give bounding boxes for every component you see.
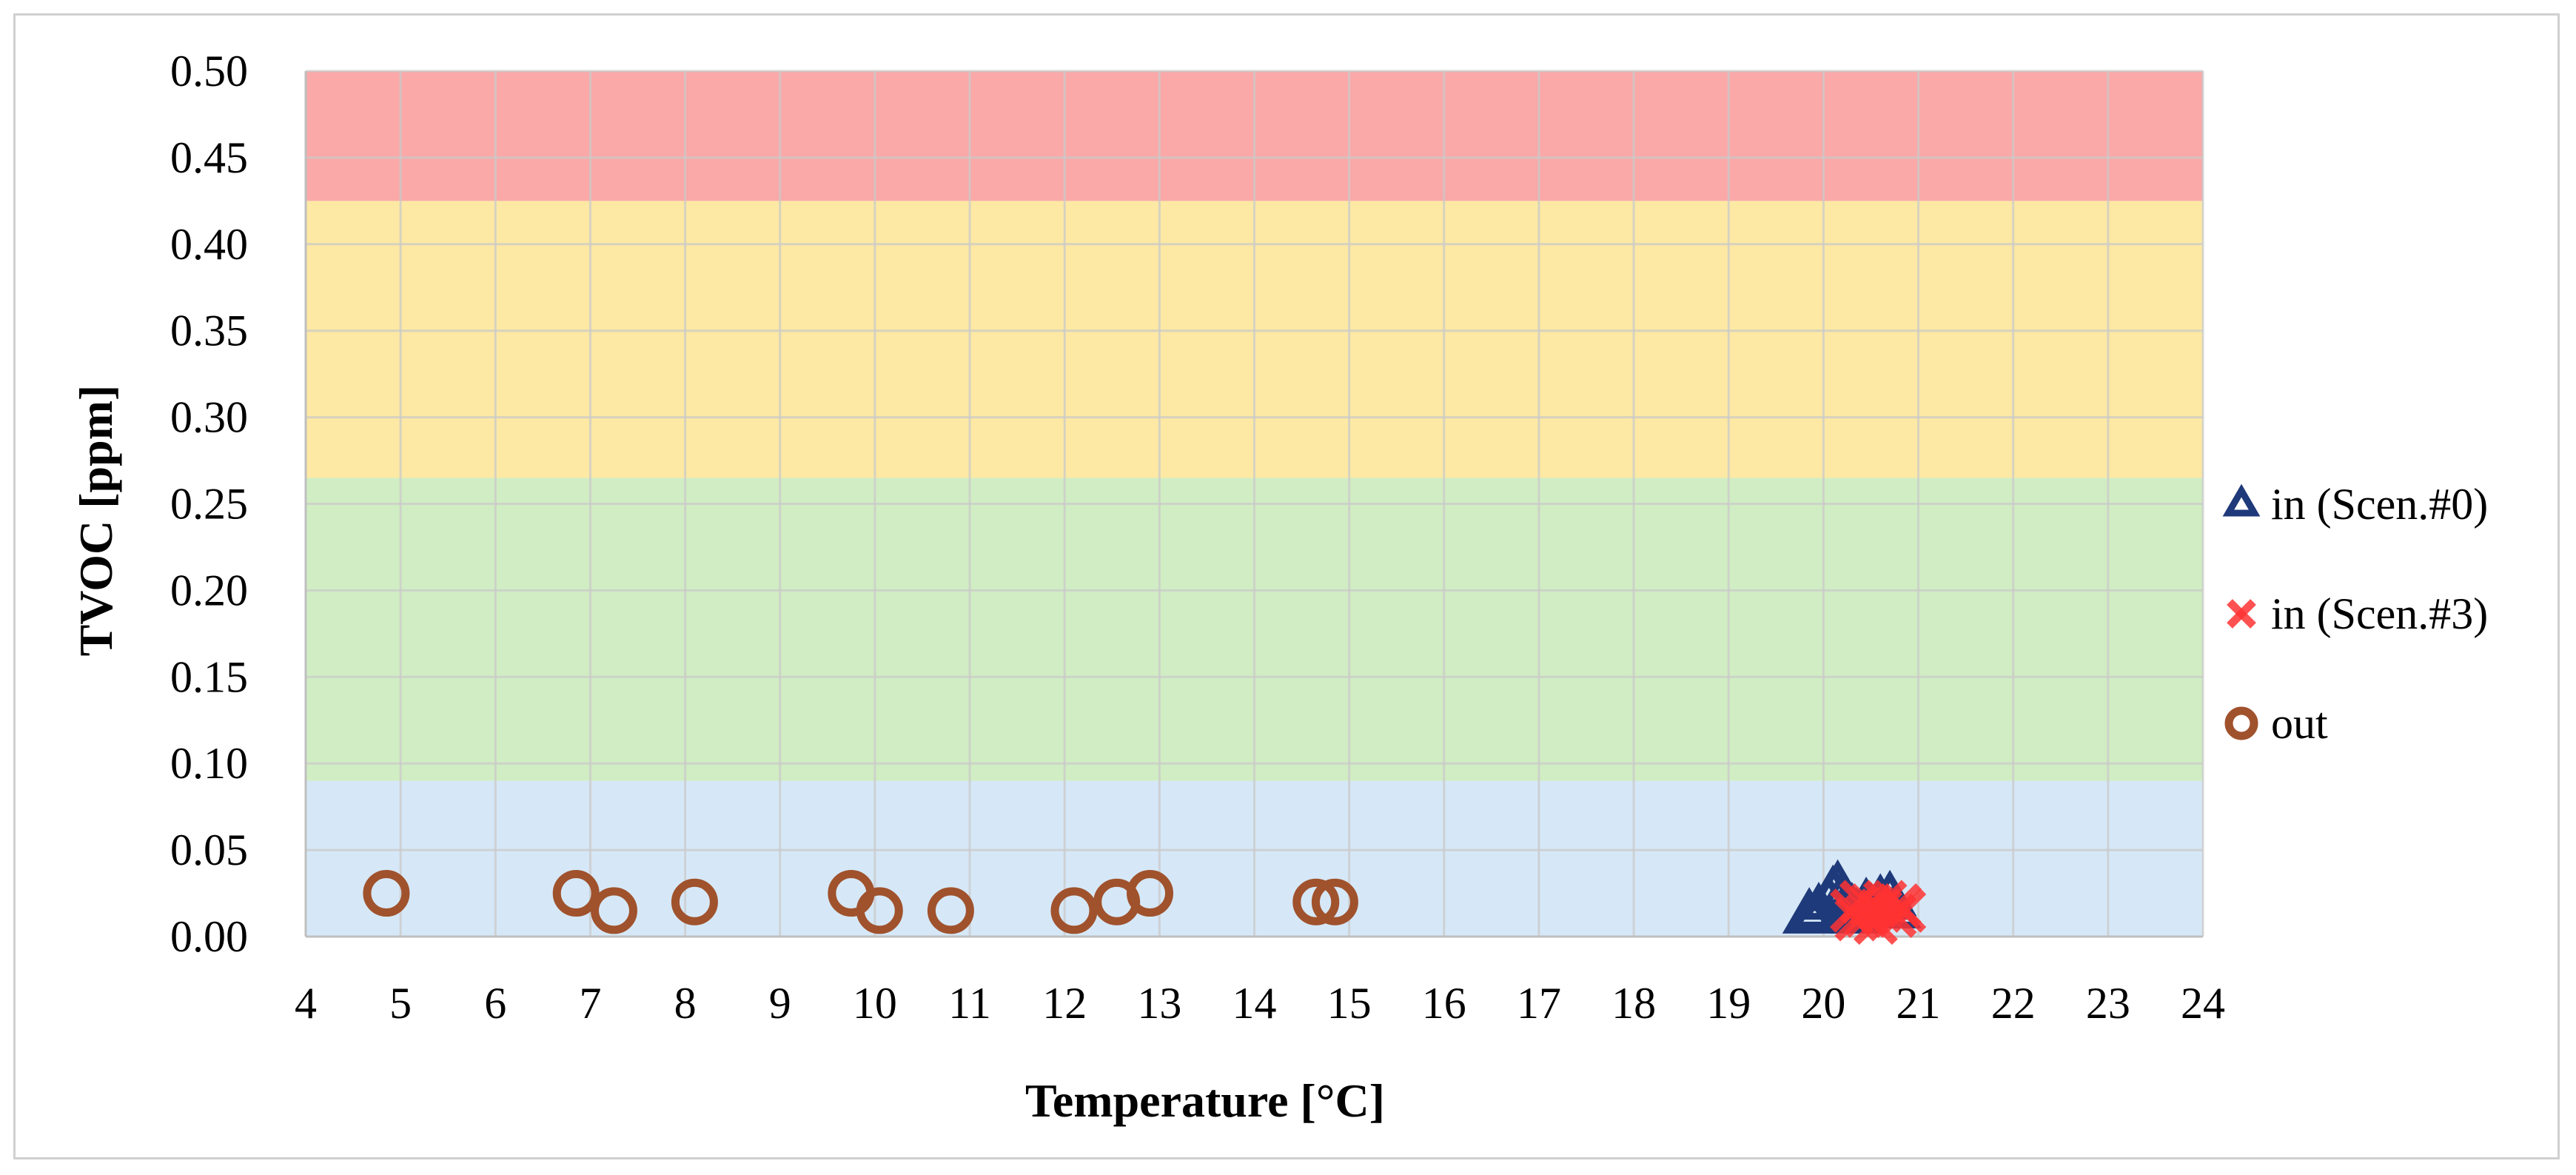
data-point-circle [1292,878,1340,925]
scatter-chart: 0.00 0.05 0.10 0.15 0.20 0.25 0.30 0.35 0.40 0.45… [70,47,2488,1127]
x-tick-label: 15 [1327,979,1372,1028]
x-tick-labels: 4 5 6 7 8 9 10 11 12 13 14 15 16 17 18 19 20 21 22 23 24 [295,979,2225,1028]
x-tick-label: 19 [1706,979,1751,1028]
x-tick-label: 24 [2181,979,2225,1028]
x-tick-label: 8 [674,979,697,1028]
y-tick-label: 0.15 [170,652,248,701]
x-tick-label: 6 [484,979,506,1028]
y-tick-label: 0.05 [170,826,248,874]
x-axis-title: Temperature [°C] [1025,1074,1385,1127]
x-tick-label: 16 [1422,979,1466,1028]
data-point-circle [856,887,903,934]
y-axis-title: TVOC [ppm] [70,385,122,657]
x-tick-label: 14 [1232,979,1277,1028]
legend-marker-x-stroke [2227,599,2256,629]
legend: in (Scen.#0) in (Scen.#3) out [2222,480,2488,748]
data-points [363,859,1927,945]
x-tick-label: 10 [853,979,897,1028]
y-tick-label: 0.00 [170,912,248,961]
legend-marker-triangle [2222,483,2261,517]
y-tick-label: 0.10 [170,739,248,788]
legend-label: in (Scen.#3) [2271,589,2488,638]
y-tick-label: 0.45 [170,133,248,182]
y-tick-label: 0.40 [170,220,248,269]
x-tick-label: 21 [1896,979,1941,1028]
x-tick-label: 7 [579,979,601,1028]
gridlines [304,70,2204,938]
x-tick-label: 9 [769,979,791,1028]
x-tick-label: 22 [1991,979,2036,1028]
data-point-x [1882,888,1927,933]
legend-marker-circle [2224,706,2258,740]
data-point-circle [671,878,718,925]
data-point-circle [1050,887,1098,934]
x-tick-label: 23 [2086,979,2130,1028]
x-tick-label: 11 [948,979,991,1028]
y-tick-label: 0.35 [170,307,248,355]
x-tick-label: 4 [295,979,317,1028]
x-tick-label: 18 [1611,979,1656,1028]
legend-marker-x [2227,599,2256,629]
data-point-circle [590,887,637,934]
x-tick-label: 13 [1137,979,1181,1028]
x-tick-label: 12 [1042,979,1087,1028]
x-tick-label: 5 [389,979,412,1028]
legend-label: out [2271,699,2328,748]
y-tick-label: 0.20 [170,566,248,615]
data-point-circle [1311,878,1358,925]
data-point-x-stroke [1882,888,1927,933]
y-tick-labels: 0.00 0.05 0.10 0.15 0.20 0.25 0.30 0.35 0.40 0.45… [170,47,248,961]
data-point-circle [552,870,600,917]
data-point-circle [927,887,974,934]
data-point-circle [1127,870,1174,917]
legend-label: in (Scen.#0) [2271,480,2488,529]
x-tick-label: 20 [1801,979,1845,1028]
chart-frame: 0.00 0.05 0.10 0.15 0.20 0.25 0.30 0.35 0.40 0.45… [13,13,2560,1159]
y-tick-label: 0.25 [170,480,248,529]
x-tick-label: 17 [1517,979,1561,1028]
y-tick-label: 0.30 [170,393,248,442]
data-point-circle [363,870,410,917]
y-tick-label: 0.50 [170,47,248,96]
